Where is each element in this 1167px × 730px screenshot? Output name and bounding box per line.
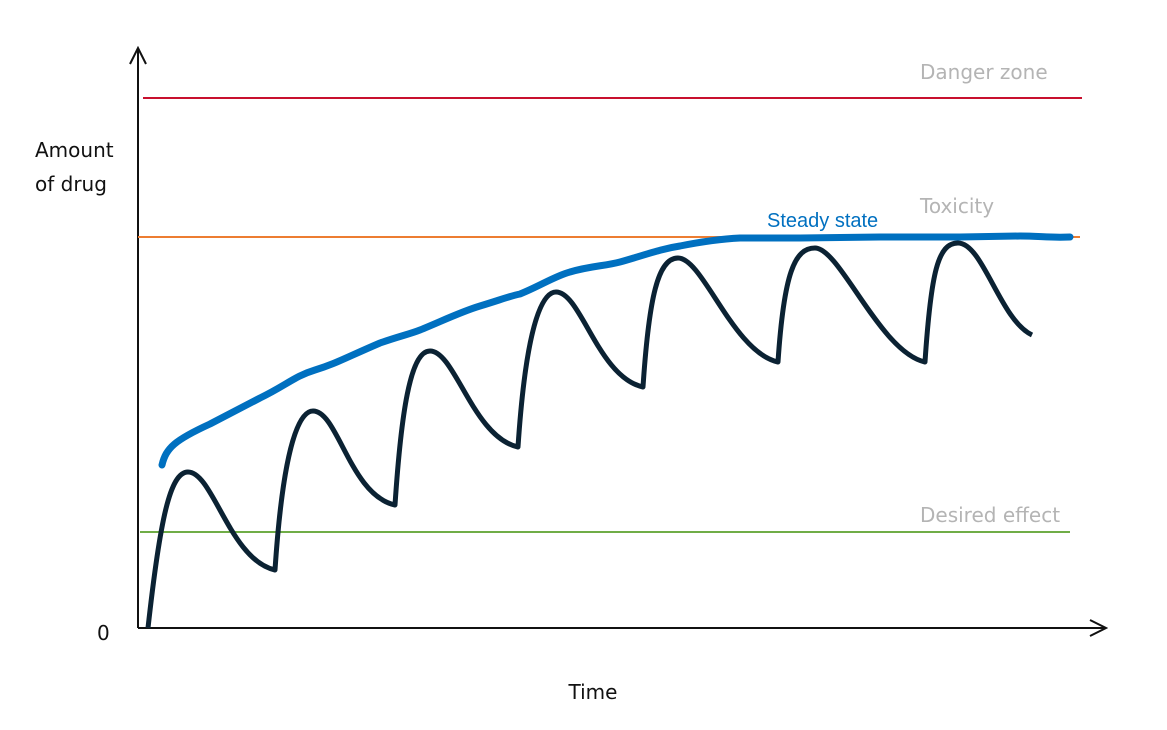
- y-origin-label: 0: [97, 621, 110, 645]
- zone-label: Toxicity: [919, 194, 994, 218]
- x-axis-label: Time: [568, 680, 618, 704]
- y-axis-label: of drug: [35, 172, 107, 196]
- zone-label: Desired effect: [920, 503, 1060, 527]
- dose-curve: [145, 240, 1034, 629]
- y-axis-label: Amount: [35, 138, 114, 162]
- steady-state-curve: [158, 232, 1074, 469]
- zone-label: Danger zone: [920, 60, 1048, 84]
- curve-label: Steady state: [767, 210, 878, 232]
